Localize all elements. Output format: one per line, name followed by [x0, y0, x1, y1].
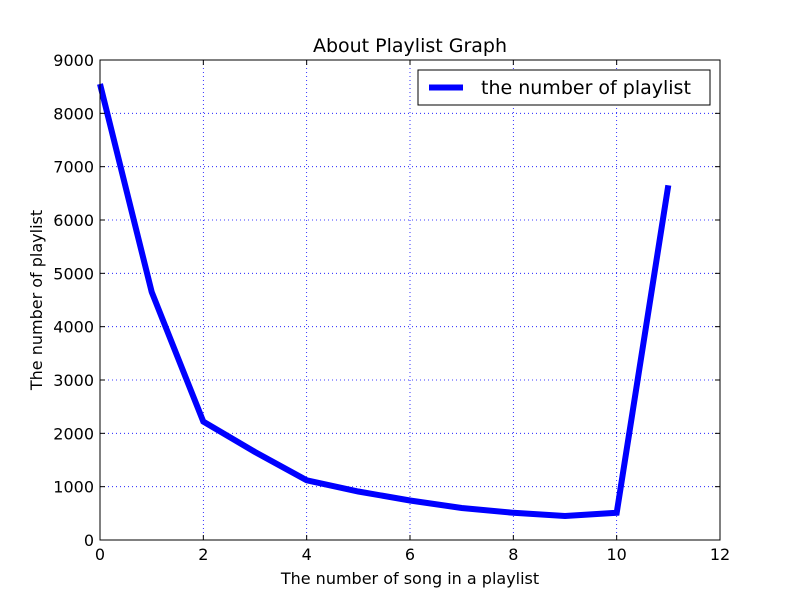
y-tick-label: 6000 [53, 211, 94, 230]
y-tick-label: 5000 [53, 264, 94, 283]
y-tick-label: 7000 [53, 158, 94, 177]
chart-title: About Playlist Graph [313, 35, 507, 57]
axis-ticks: 0 2 4 6 8 10 12 0 1000 2000 3000 4000 5000 6000 7000 80… [53, 51, 730, 564]
y-tick-label: 4000 [53, 318, 94, 337]
y-tick-label: 2000 [53, 424, 94, 443]
series-layer [97, 83, 672, 520]
y-axis-label: The number of playlist [27, 210, 46, 391]
y-tick-label: 9000 [53, 51, 94, 70]
legend-box [417, 69, 711, 106]
grid-lines [100, 60, 720, 540]
y-tick-label: 1000 [53, 478, 94, 497]
x-tick-label: 10 [606, 545, 626, 564]
y-tick-label: 8000 [53, 104, 94, 123]
legend-label: the number of playlist [481, 77, 691, 99]
x-tick-label: 0 [95, 545, 105, 564]
x-tick-label: 6 [405, 545, 415, 564]
y-tick-label: 3000 [53, 371, 94, 390]
y-tick-label: 0 [84, 531, 94, 550]
series-line [97, 83, 672, 520]
x-axis-label: The number of song in a playlist [280, 569, 539, 588]
x-tick-label: 4 [302, 545, 312, 564]
legend: the number of playlist [417, 69, 711, 106]
x-tick-label: 2 [198, 545, 208, 564]
x-tick-label: 8 [508, 545, 518, 564]
x-tick-label: 12 [710, 545, 730, 564]
